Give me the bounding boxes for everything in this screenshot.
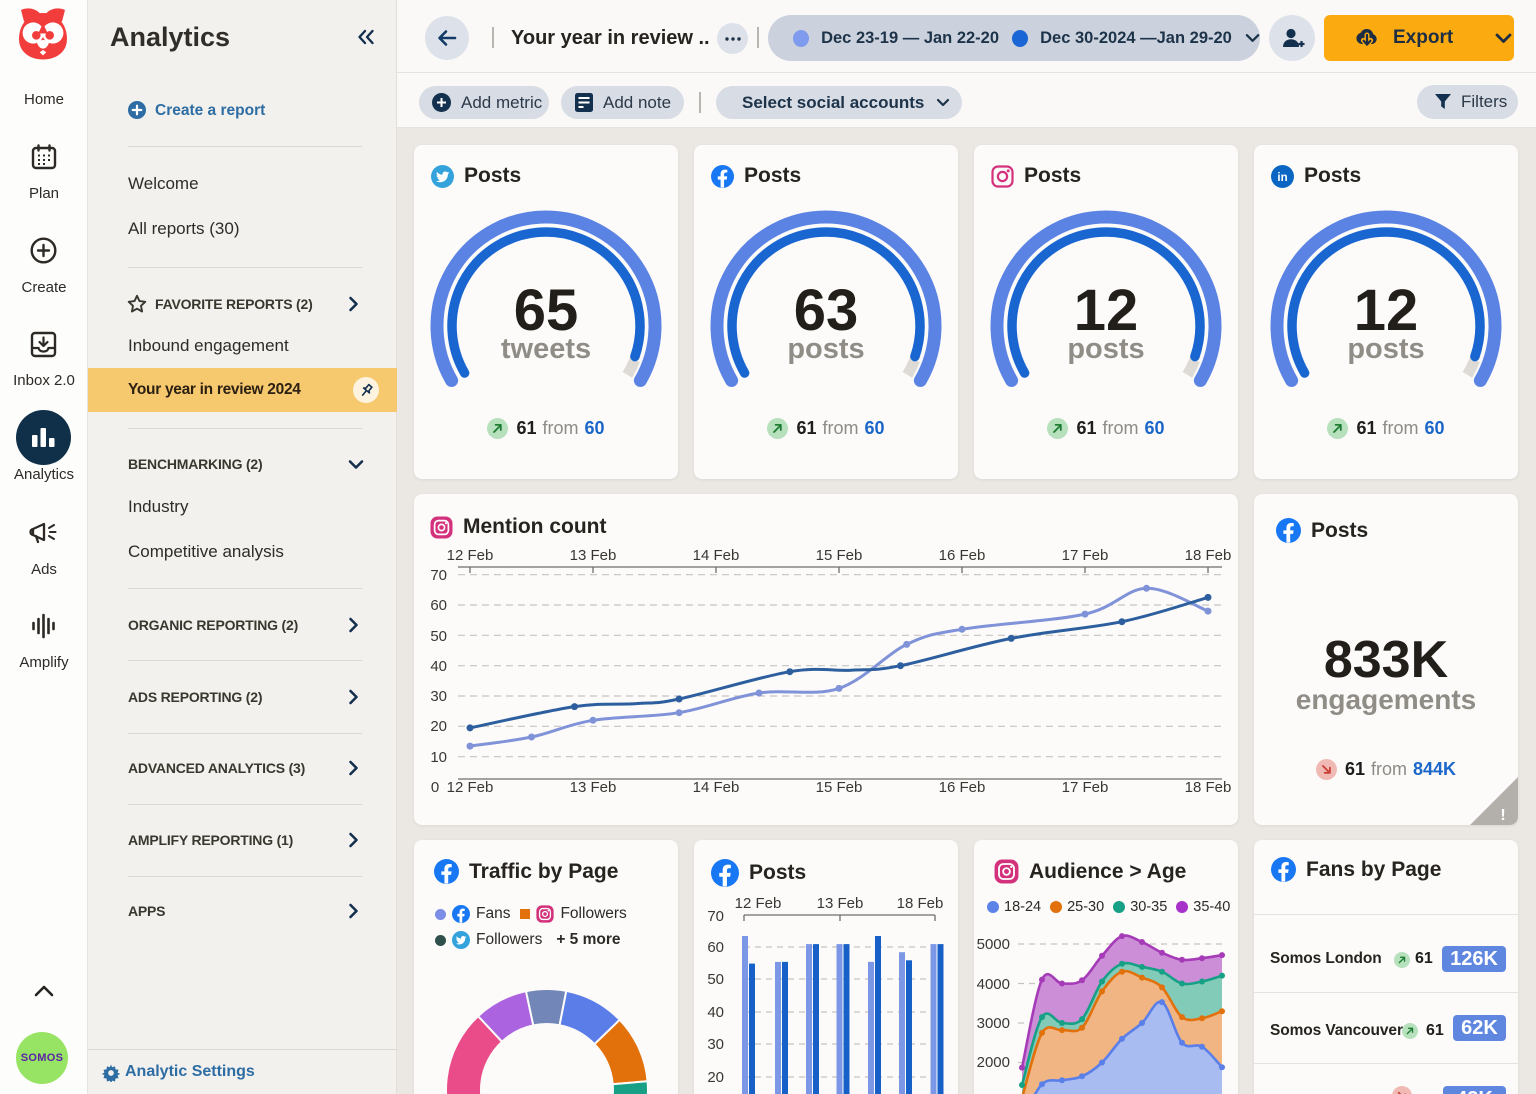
svg-text:60: 60	[430, 597, 447, 614]
svg-text:40: 40	[430, 658, 447, 675]
svg-text:60: 60	[707, 939, 724, 956]
svg-text:50: 50	[430, 628, 447, 645]
svg-text:70: 70	[430, 567, 447, 584]
svg-text:12 Feb: 12 Feb	[447, 779, 494, 796]
svg-text:20: 20	[430, 718, 447, 735]
svg-text:5000: 5000	[977, 936, 1010, 953]
svg-text:16 Feb: 16 Feb	[939, 779, 986, 796]
svg-text:50: 50	[707, 971, 724, 988]
svg-text:12 Feb: 12 Feb	[735, 895, 782, 912]
svg-text:14 Feb: 14 Feb	[693, 547, 740, 564]
svg-text:!: !	[1500, 807, 1505, 824]
svg-text:30: 30	[707, 1036, 724, 1053]
svg-text:3000: 3000	[977, 1015, 1010, 1032]
svg-text:in: in	[1277, 171, 1287, 183]
svg-text:10: 10	[430, 749, 447, 766]
svg-text:13 Feb: 13 Feb	[570, 779, 617, 796]
svg-text:13 Feb: 13 Feb	[570, 547, 617, 564]
svg-text:14 Feb: 14 Feb	[693, 779, 740, 796]
svg-text:0: 0	[431, 779, 439, 796]
svg-text:17 Feb: 17 Feb	[1062, 547, 1109, 564]
svg-text:13 Feb: 13 Feb	[817, 895, 864, 912]
svg-text:4000: 4000	[977, 976, 1010, 993]
svg-text:20: 20	[707, 1069, 724, 1086]
svg-text:17 Feb: 17 Feb	[1062, 779, 1109, 796]
svg-text:18 Feb: 18 Feb	[1185, 547, 1232, 564]
svg-text:15 Feb: 15 Feb	[816, 779, 863, 796]
svg-text:18 Feb: 18 Feb	[1185, 779, 1232, 796]
svg-text:12 Feb: 12 Feb	[447, 547, 494, 564]
svg-text:40: 40	[707, 1004, 724, 1021]
svg-text:16 Feb: 16 Feb	[939, 547, 986, 564]
svg-text:18 Feb: 18 Feb	[897, 895, 944, 912]
svg-text:70: 70	[707, 908, 724, 925]
svg-text:15 Feb: 15 Feb	[816, 547, 863, 564]
svg-text:2000: 2000	[977, 1054, 1010, 1071]
svg-text:30: 30	[430, 688, 447, 705]
